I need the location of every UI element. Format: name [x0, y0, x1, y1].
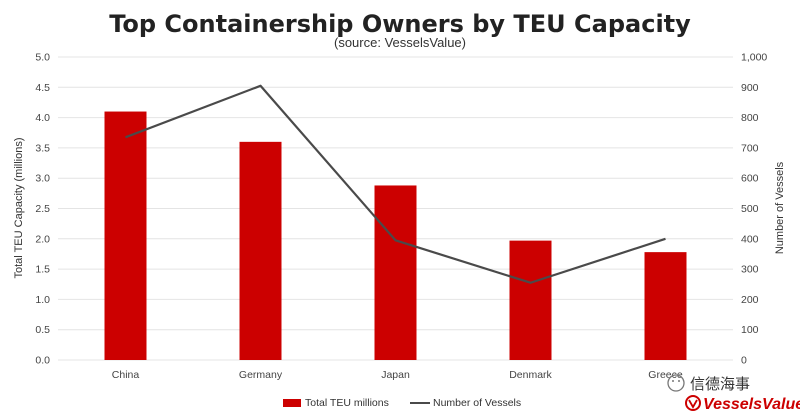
x-tick-label: China: [112, 369, 140, 381]
y2-tick-label: 600: [741, 173, 759, 185]
bar-greece: [644, 252, 687, 360]
y-tick-label: 4.0: [35, 112, 50, 124]
y-tick-label: 0.0: [35, 355, 50, 367]
y-tick-label: 1.5: [35, 264, 50, 276]
bar-denmark: [509, 240, 552, 360]
y-axis-ticks: 0.0 0.5 1.0 1.5 2.0 2.5 3.0 3.5 4.0 4.5 5.0: [35, 52, 50, 367]
vesselsvalue-logo-icon: [685, 395, 701, 411]
bar-germany: [239, 141, 282, 360]
legend-swatch-total-teu: [283, 399, 301, 407]
legend-label-vessels: Number of Vessels: [433, 397, 521, 409]
y-tick-label: 2.0: [35, 233, 50, 245]
y2-tick-label: 900: [741, 82, 759, 94]
y2-tick-label: 500: [741, 203, 759, 215]
y-tick-label: 2.5: [35, 203, 50, 215]
legend: Total TEU millions Number of Vessels: [283, 397, 521, 409]
y-tick-label: 0.5: [35, 324, 50, 336]
y2-tick-label: 800: [741, 112, 759, 124]
y-tick-label: 3.5: [35, 142, 50, 154]
bar-series: [104, 111, 687, 360]
y-tick-label: 5.0: [35, 52, 50, 64]
x-tick-label: Germany: [239, 369, 283, 381]
watermark: 信德海事 VesselsValue: [667, 374, 800, 413]
y2-tick-label: 200: [741, 294, 759, 306]
wechat-icon: [667, 374, 685, 392]
y2-tick-label: 700: [741, 142, 759, 154]
legend-label-total-teu: Total TEU millions: [305, 397, 389, 409]
x-axis-ticks: China Germany Japan Denmark Greece: [112, 369, 683, 381]
y2-tick-label: 300: [741, 264, 759, 276]
y-tick-label: 3.0: [35, 173, 50, 185]
vesselsvalue-logo-text: VesselsValue: [703, 396, 800, 413]
watermark-channel-name: 信德海事: [690, 375, 750, 393]
line-series: [125, 84, 666, 284]
bar-japan: [374, 185, 417, 360]
x-tick-label: Greece: [648, 369, 683, 381]
y2-axis-title: Number of Vessels: [774, 161, 786, 254]
chart-subtitle: (source: VesselsValue): [334, 35, 466, 50]
y-tick-label: 4.5: [35, 82, 50, 94]
chart-title: Top Containership Owners by TEU Capacity: [109, 10, 691, 38]
y2-tick-label: 400: [741, 233, 759, 245]
x-tick-label: Japan: [381, 369, 410, 381]
y2-tick-label: 1,000: [741, 52, 767, 64]
y-axis-title: Total TEU Capacity (millions): [13, 137, 25, 278]
x-tick-label: Denmark: [509, 369, 552, 381]
y2-axis-ticks: 0 100 200 300 400 500 600 700 800 900 1,000: [741, 52, 767, 367]
y2-tick-label: 0: [741, 355, 747, 367]
y2-tick-label: 100: [741, 324, 759, 336]
bar-china: [104, 111, 147, 360]
y-tick-label: 1.0: [35, 294, 50, 306]
